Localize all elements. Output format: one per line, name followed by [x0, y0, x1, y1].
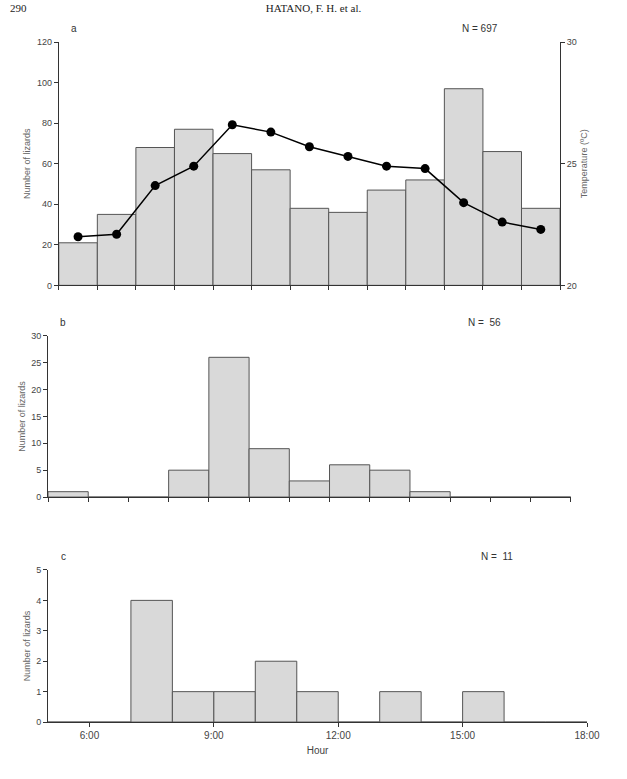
svg-text:N = 56: N = 56: [468, 317, 501, 328]
svg-text:6:00: 6:00: [80, 730, 100, 741]
svg-text:5: 5: [36, 565, 41, 575]
svg-text:1: 1: [36, 687, 41, 697]
svg-text:c: c: [61, 551, 66, 562]
svg-text:2: 2: [36, 656, 41, 666]
svg-text:100: 100: [37, 78, 52, 88]
svg-text:9:00: 9:00: [204, 730, 224, 741]
svg-text:Number of lizards: Number of lizards: [22, 610, 32, 681]
svg-text:15:00: 15:00: [450, 730, 475, 741]
svg-text:5: 5: [36, 465, 41, 475]
svg-text:0: 0: [36, 492, 41, 502]
svg-text:10: 10: [31, 438, 41, 448]
svg-text:18:00: 18:00: [574, 730, 599, 741]
svg-text:15: 15: [31, 412, 41, 422]
svg-text:Number of lizards: Number of lizards: [17, 381, 27, 452]
svg-text:30: 30: [567, 37, 577, 47]
svg-text:20: 20: [31, 385, 41, 395]
svg-text:Temperature (ºC): Temperature (ºC): [579, 129, 589, 198]
svg-text:60: 60: [42, 159, 52, 169]
svg-text:0: 0: [47, 281, 52, 291]
svg-text:30: 30: [31, 331, 41, 341]
svg-text:3: 3: [36, 626, 41, 636]
html-text:290: 290: [10, 2, 27, 14]
svg-text:Number of lizards: Number of lizards: [22, 128, 32, 199]
svg-text:Hour: Hour: [307, 745, 329, 756]
svg-text:0: 0: [36, 717, 41, 727]
svg-text:40: 40: [42, 199, 52, 209]
svg-text:120: 120: [37, 37, 52, 47]
svg-text:b: b: [60, 317, 66, 328]
svg-text:20: 20: [567, 281, 577, 291]
svg-text:80: 80: [42, 118, 52, 128]
svg-text:25: 25: [31, 358, 41, 368]
html-text:HATANO, F. H. et al.: HATANO, F. H. et al.: [265, 2, 362, 14]
svg-text:a: a: [71, 23, 77, 34]
svg-text:25: 25: [567, 159, 577, 169]
svg-text:N = 11: N = 11: [481, 551, 513, 562]
svg-text:12:00: 12:00: [326, 730, 351, 741]
svg-text:20: 20: [42, 240, 52, 250]
svg-text:N = 697: N = 697: [462, 23, 498, 34]
svg-text:4: 4: [36, 596, 41, 606]
